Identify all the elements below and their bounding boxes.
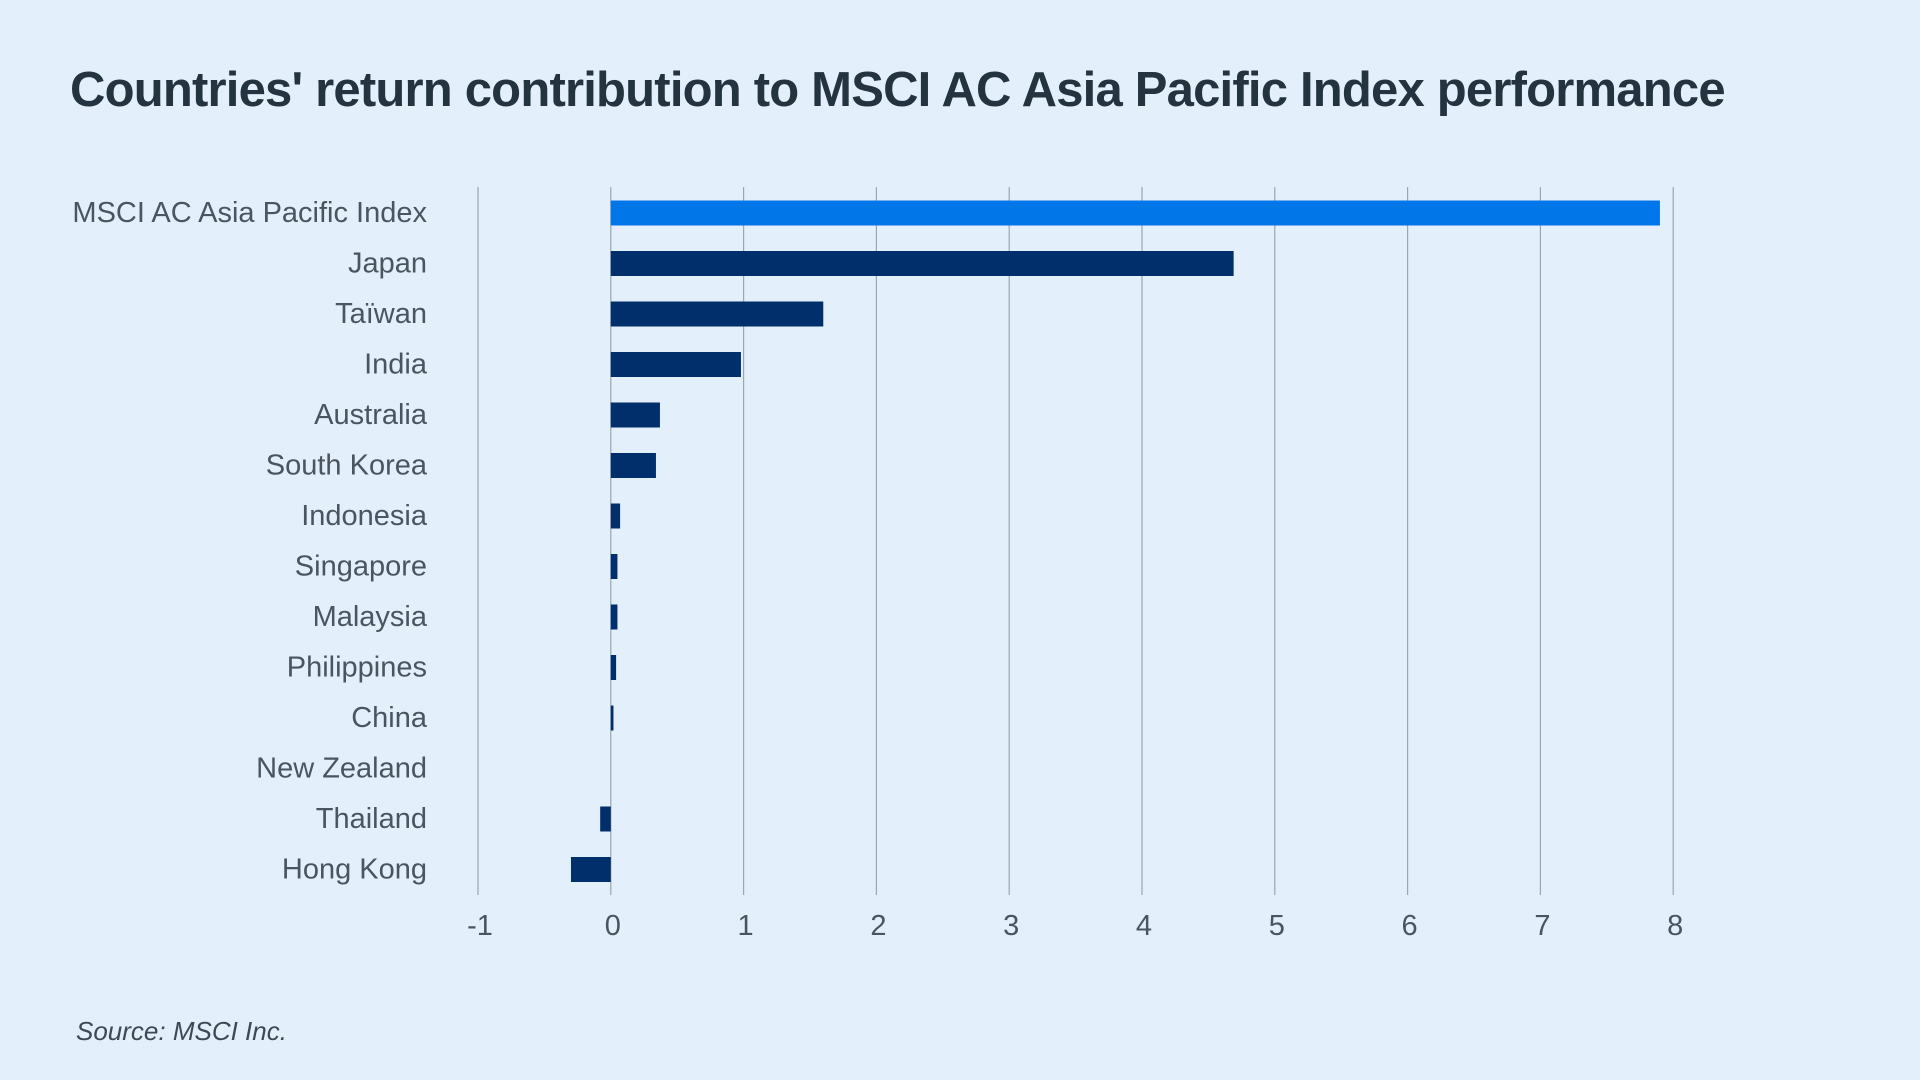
bar bbox=[610, 604, 618, 630]
chart-title: Countries' return contribution to MSCI A… bbox=[70, 63, 1726, 117]
x-tick-label: 2 bbox=[870, 910, 886, 942]
bar bbox=[600, 806, 611, 832]
category-label: New Zealand bbox=[256, 753, 427, 785]
bar bbox=[610, 301, 824, 327]
source-note: Source: MSCI Inc. bbox=[76, 1016, 287, 1046]
category-label: Japan bbox=[348, 248, 427, 280]
x-tick-label: 5 bbox=[1269, 910, 1285, 942]
category-label: Singapore bbox=[295, 551, 427, 583]
bar bbox=[610, 251, 1234, 276]
category-label: Taïwan bbox=[335, 298, 427, 330]
bar bbox=[610, 402, 660, 428]
x-tick-label: 4 bbox=[1136, 910, 1152, 942]
category-label: India bbox=[364, 349, 428, 381]
bar bbox=[610, 705, 614, 731]
category-label: Malaysia bbox=[313, 601, 428, 633]
category-label: Hong Kong bbox=[282, 854, 427, 886]
category-label: China bbox=[351, 702, 428, 734]
bar bbox=[570, 857, 611, 882]
category-label: Australia bbox=[314, 399, 428, 431]
bar bbox=[610, 453, 656, 478]
x-tick-label: 3 bbox=[1003, 910, 1019, 942]
category-label: Philippines bbox=[287, 652, 427, 684]
bar bbox=[610, 655, 617, 680]
bar bbox=[610, 200, 1660, 226]
x-tick-label: 6 bbox=[1402, 910, 1418, 942]
x-tick-label: 0 bbox=[605, 910, 621, 942]
category-label: MSCI AC Asia Pacific Index bbox=[72, 197, 427, 229]
x-tick-label: 7 bbox=[1534, 910, 1550, 942]
category-label: South Korea bbox=[266, 450, 428, 482]
bar bbox=[610, 503, 621, 529]
x-tick-label: 8 bbox=[1667, 910, 1683, 942]
category-label: Thailand bbox=[316, 803, 427, 835]
x-tick-label: -1 bbox=[467, 910, 493, 942]
category-label: Indonesia bbox=[301, 500, 428, 532]
bar bbox=[610, 554, 618, 579]
x-tick-label: 1 bbox=[738, 910, 754, 942]
bar bbox=[610, 352, 741, 377]
